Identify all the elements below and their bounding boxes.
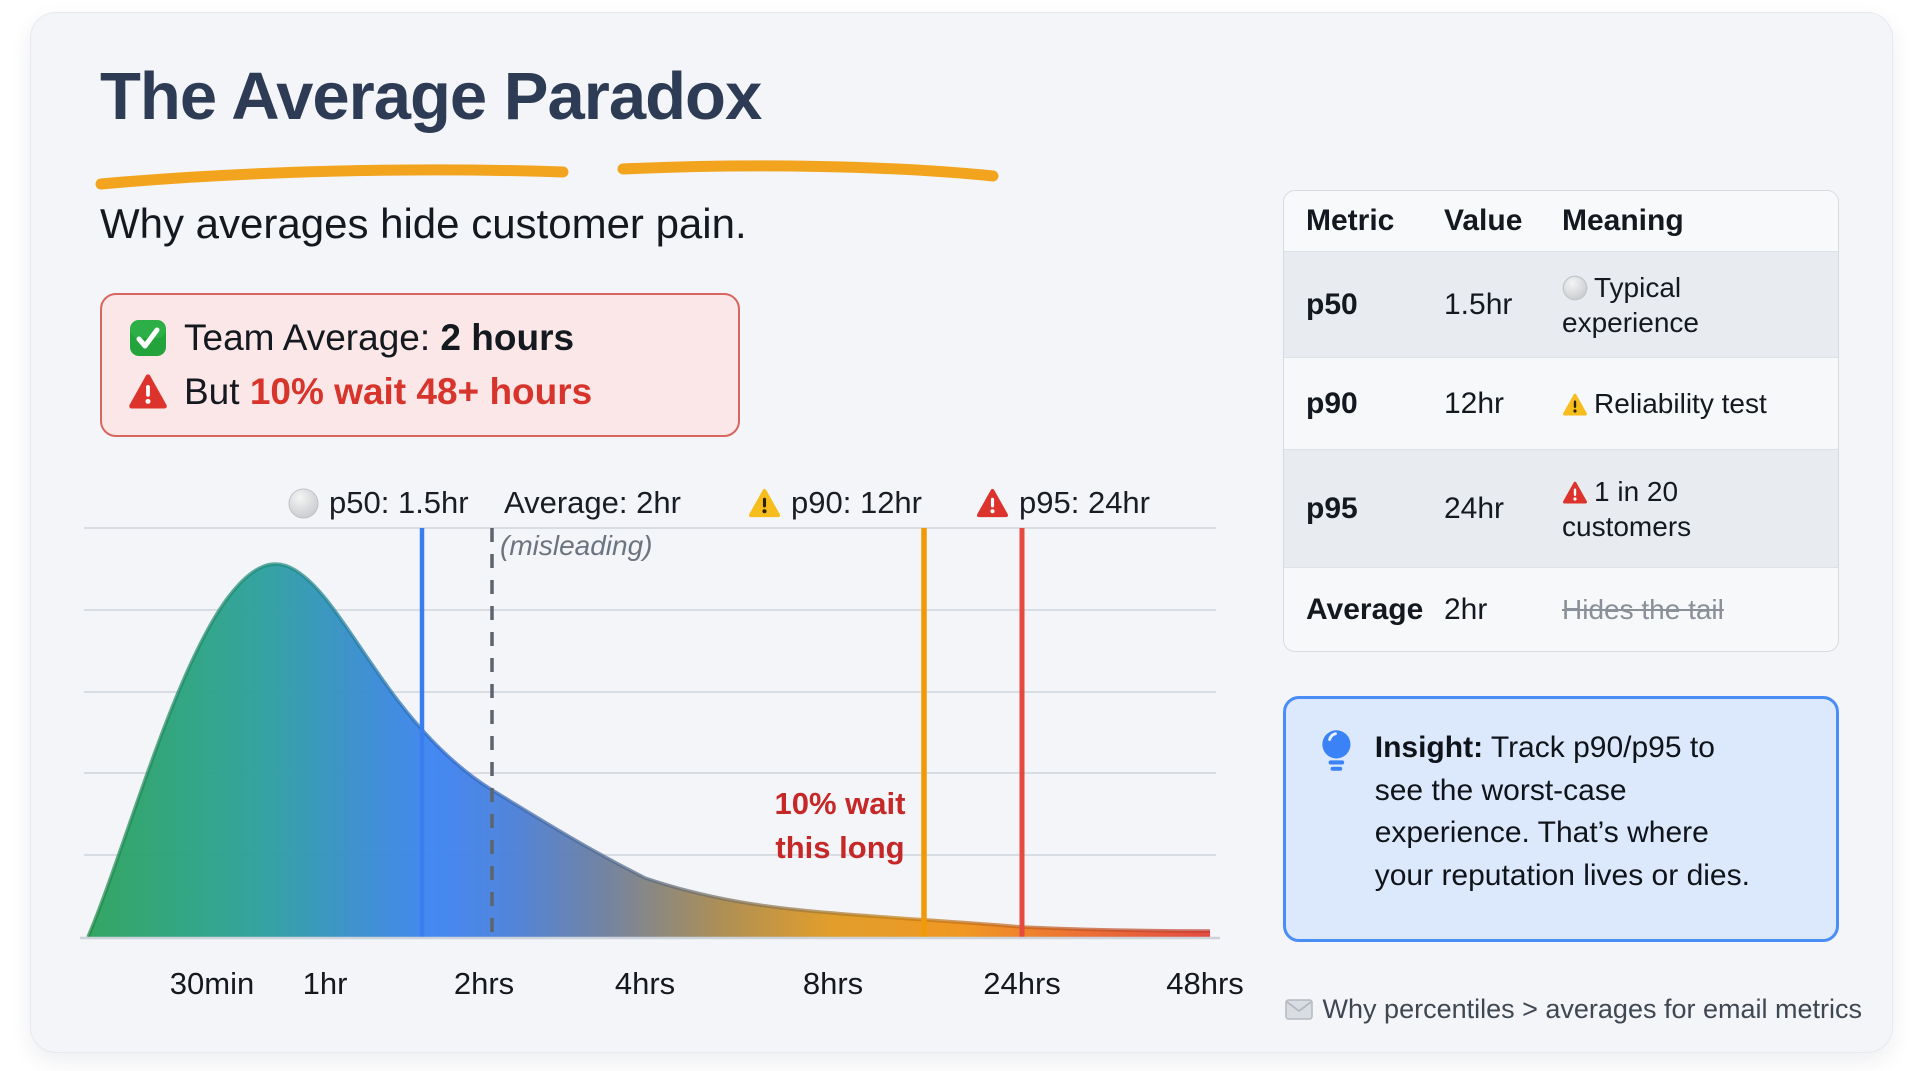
marker-p50: p50: 1.5hr: [288, 485, 469, 520]
marker-average-label: Average: 2hr: [504, 485, 681, 520]
marker-p90-label: p90: 12hr: [791, 485, 922, 520]
header-metric: Metric: [1306, 204, 1395, 237]
wait-time-distribution-chart: [80, 527, 1220, 940]
xtick-48hrs: 48hrs: [1166, 966, 1244, 1001]
page-subtitle: Why averages hide customer pain.: [100, 200, 747, 247]
xtick-2hrs: 2hrs: [453, 966, 515, 1001]
cell-metric: Average: [1306, 592, 1424, 626]
xtick-8hrs: 8hrs: [802, 966, 864, 1001]
footer-note: Why percentiles > averages for email met…: [1284, 994, 1862, 1025]
cell-value: 24hr: [1444, 491, 1505, 525]
gray-circle-icon: [1562, 275, 1588, 300]
alert-tail-text: But 10% wait 48+ hours: [184, 371, 593, 412]
footer-note-text: Why percentiles > averages for email met…: [1322, 994, 1862, 1024]
marker-average-note: (misleading): [500, 530, 653, 561]
marker-p50-label: p50: 1.5hr: [329, 485, 469, 520]
cell-meaning: Reliability test: [1562, 374, 1812, 433]
cell-metric: p90: [1306, 386, 1358, 420]
xtick-24hrs: 24hrs: [983, 966, 1061, 1001]
alert-tail-value: 10% wait 48+ hours: [249, 371, 593, 412]
xtick-1hr: 1hr: [302, 966, 348, 1001]
average-alert-box: Team Average: 2 hours But 10% wait 48+ h…: [100, 293, 740, 437]
lightbulb-icon: [1322, 730, 1351, 771]
alert-average-text: Team Average: 2 hours: [184, 317, 575, 358]
insight-heading: Insight:: [1374, 731, 1484, 764]
header-value: Value: [1444, 204, 1523, 237]
cell-meaning: Hides the tail: [1562, 580, 1812, 639]
alert-average-value: 2 hours: [440, 317, 575, 358]
table-row-p50: p50 1.5hr Typical experience: [1284, 251, 1838, 357]
distribution-area: [88, 564, 1210, 937]
table-row-average: Average 2hr Hides the tail: [1284, 567, 1838, 651]
xtick-30min: 30min: [169, 966, 255, 1001]
insight-text: Insight: Track p90/p95 to see the worst-…: [1374, 731, 1750, 892]
tail-annotation: 10% wait this long: [762, 782, 918, 870]
marker-p95: p95: 24hr: [976, 485, 1150, 520]
strikethrough-meaning: Hides the tail: [1562, 594, 1724, 625]
alert-line-average: Team Average: 2 hours: [128, 317, 712, 359]
title-underline-swoosh: [95, 160, 999, 190]
table-row-p90: p90 12hr Reliability test: [1284, 357, 1838, 449]
cell-value: 2hr: [1444, 592, 1488, 626]
yellow-warning-icon: [749, 488, 780, 517]
cell-metric: p50: [1306, 287, 1358, 321]
marker-p95-label: p95: 24hr: [1019, 485, 1150, 520]
envelope-icon: [1284, 999, 1313, 1020]
table-header-row: Metric Value Meaning: [1284, 191, 1838, 251]
insight-box: Insight: Track p90/p95 to see the worst-…: [1283, 696, 1839, 942]
page-title: The Average Paradox: [100, 59, 762, 134]
marker-p90: p90: 12hr: [748, 485, 922, 520]
marker-average: Average: 2hr: [504, 485, 681, 520]
cell-metric: p95: [1306, 491, 1358, 525]
red-warning-icon: [1563, 481, 1587, 503]
tail-annotation-line1: 10% wait: [774, 786, 906, 821]
red-warning-icon: [977, 488, 1008, 517]
red-warning-icon: [129, 374, 167, 409]
yellow-warning-icon: [1563, 393, 1587, 416]
xtick-4hrs: 4hrs: [614, 966, 676, 1001]
check-icon: [130, 320, 166, 356]
header-meaning: Meaning: [1562, 204, 1684, 238]
cell-meaning: 1 in 20 customers: [1562, 475, 1692, 542]
table-row-p95: p95 24hr 1 in 20 customers: [1284, 449, 1838, 567]
gray-circle-icon: [288, 488, 319, 518]
tail-annotation-line2: this long: [775, 830, 905, 866]
cell-value: 12hr: [1444, 386, 1505, 420]
cell-value: 1.5hr: [1444, 287, 1513, 321]
alert-line-tail: But 10% wait 48+ hours: [128, 371, 712, 413]
cell-meaning: Typical experience: [1562, 271, 1699, 338]
metrics-table: Metric Value Meaning p50 1.5hr Typical e…: [1283, 190, 1839, 652]
